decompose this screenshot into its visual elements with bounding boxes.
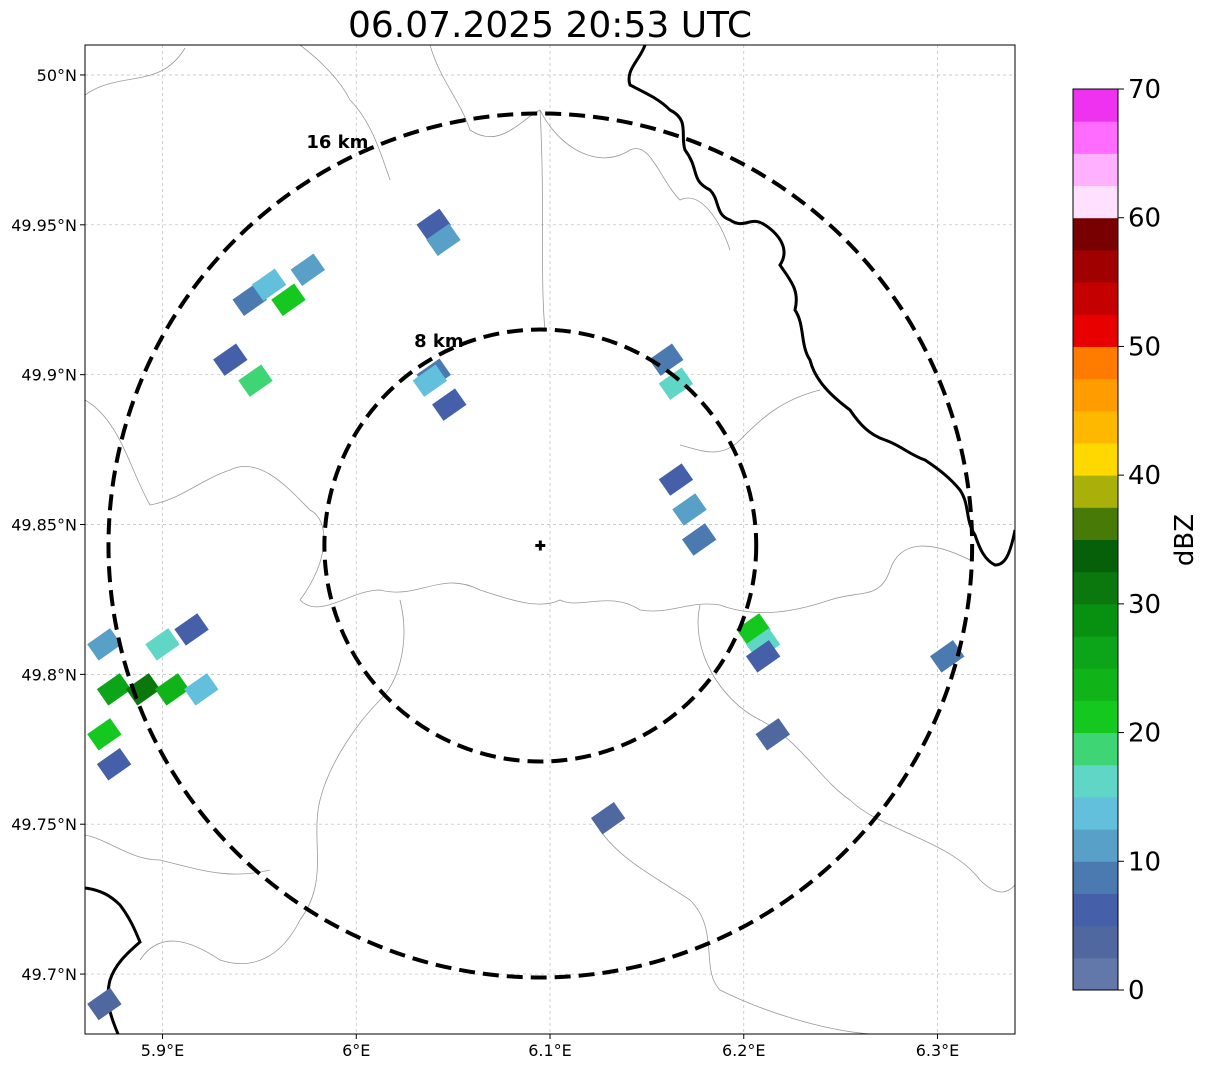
boundary-lines: [85, 45, 1015, 1034]
colorbar-segment: [1073, 217, 1118, 251]
echo-cell: [96, 748, 132, 781]
colorbar-segment: [1073, 185, 1118, 219]
colorbar-tick-label: 60: [1128, 204, 1161, 234]
colorbar-segment: [1073, 571, 1118, 605]
echo-cell: [87, 718, 122, 751]
x-tick-label: 6.3°E: [916, 1041, 960, 1060]
echo-cell: [590, 801, 626, 835]
colorbar-segment: [1073, 732, 1118, 766]
range-rings: 8 km 16 km: [106, 111, 975, 980]
echo-cell: [649, 343, 684, 376]
y-tick-label: 49.7°N: [21, 965, 77, 984]
colorbar-segment: [1073, 700, 1118, 734]
colorbar-segment: [1073, 89, 1118, 122]
colorbar-segment: [1073, 442, 1118, 476]
echo-cell: [658, 463, 694, 496]
colorbar-segment: [1073, 861, 1118, 894]
latitude-tick-labels: 49.7°N 49.75°N 49.8°N 49.85°N 49.9°N 49.95°N 5…: [11, 66, 85, 984]
colorbar-segment: [1073, 636, 1118, 669]
x-tick-label: 6°E: [342, 1041, 370, 1060]
reflectivity-echoes: [87, 208, 965, 1021]
colorbar-segment: [1073, 507, 1118, 540]
colorbar-segment: [1073, 764, 1118, 798]
longitude-tick-labels: 5.9°E 6°E 6.1°E 6.2°E 6.3°E: [141, 1034, 960, 1060]
echo-cell: [238, 364, 273, 397]
x-tick-label: 6.2°E: [722, 1041, 766, 1060]
echo-cell: [184, 673, 219, 706]
colorbar-label: dBZ: [1170, 514, 1200, 566]
graticule-grid: [85, 45, 1015, 1034]
echo-cell: [213, 343, 248, 376]
y-tick-label: 49.95°N: [11, 216, 77, 235]
national-border-line: [627, 45, 1015, 567]
echo-cell: [426, 223, 461, 257]
echo-cell: [96, 673, 132, 706]
echo-cell: [87, 628, 122, 661]
colorbar-tick-label: 50: [1128, 332, 1161, 362]
colorbar-segment: [1073, 893, 1118, 927]
y-tick-label: 49.75°N: [11, 815, 77, 834]
colorbar-segment: [1073, 249, 1118, 283]
echo-cell: [681, 523, 717, 556]
echo-cell: [174, 613, 209, 646]
dbz-colorbar: 0 10 20 30 40 50 60 70 dBZ: [1072, 75, 1200, 1006]
range-ring: [106, 111, 975, 980]
echo-cell: [271, 283, 306, 316]
range-ring: [322, 327, 759, 764]
echo-cell: [412, 364, 448, 397]
colorbar-tick-label: 40: [1128, 461, 1161, 491]
map-title: 06.07.2025 20:53 UTC: [347, 5, 753, 46]
colorbar-frame: [1072, 88, 1119, 991]
colorbar-segment: [1073, 925, 1118, 959]
colorbar-segment: [1073, 829, 1118, 862]
range-ring-label: 16 km: [306, 132, 368, 153]
colorbar-segment: [1073, 475, 1118, 508]
y-tick-label: 49.85°N: [11, 516, 77, 535]
echo-cell: [290, 253, 326, 286]
echo-cell: [416, 208, 451, 242]
x-tick-label: 6.1°E: [528, 1041, 572, 1060]
echo-cell: [432, 388, 467, 421]
echo-cell: [145, 628, 180, 661]
colorbar-tick-label: 20: [1128, 719, 1161, 749]
colorbar-segment: [1073, 282, 1118, 315]
colorbar-segment: [1073, 153, 1118, 187]
colorbar-segment: [1073, 378, 1118, 412]
echo-cell: [929, 640, 965, 673]
echo-cell: [755, 718, 791, 751]
colorbar-tick-label: 0: [1128, 976, 1145, 1006]
y-tick-label: 49.8°N: [21, 665, 77, 684]
map-plot-area: 8 km 16 km: [85, 45, 1015, 1034]
echo-cell: [87, 987, 122, 1021]
colorbar-tick-label: 10: [1128, 847, 1161, 877]
y-tick-label: 50°N: [37, 66, 77, 85]
range-ring-label: 8 km: [414, 331, 464, 352]
colorbar-segment: [1073, 346, 1118, 380]
echo-cell: [154, 673, 190, 706]
x-tick-label: 5.9°E: [141, 1041, 185, 1060]
colorbar-segment: [1073, 957, 1118, 991]
colorbar-segment: [1073, 796, 1118, 830]
echo-cell: [672, 493, 707, 526]
colorbar-segment: [1073, 539, 1118, 573]
colorbar-segment: [1073, 410, 1118, 444]
colorbar-segment: [1073, 668, 1118, 701]
echo-cell: [736, 613, 771, 646]
colorbar-segment: [1073, 314, 1118, 347]
colorbar-tick-label: 30: [1128, 590, 1161, 620]
municipality-boundary: [85, 45, 1015, 1034]
colorbar-segment: [1073, 603, 1118, 637]
echo-cell: [658, 367, 694, 400]
echo-cell: [251, 268, 287, 301]
y-tick-label: 49.9°N: [21, 366, 77, 385]
radar-site-marker: [535, 540, 546, 551]
colorbar-segment: [1073, 121, 1118, 154]
colorbar-tick-label: 70: [1128, 75, 1161, 105]
echo-cell: [745, 640, 781, 673]
